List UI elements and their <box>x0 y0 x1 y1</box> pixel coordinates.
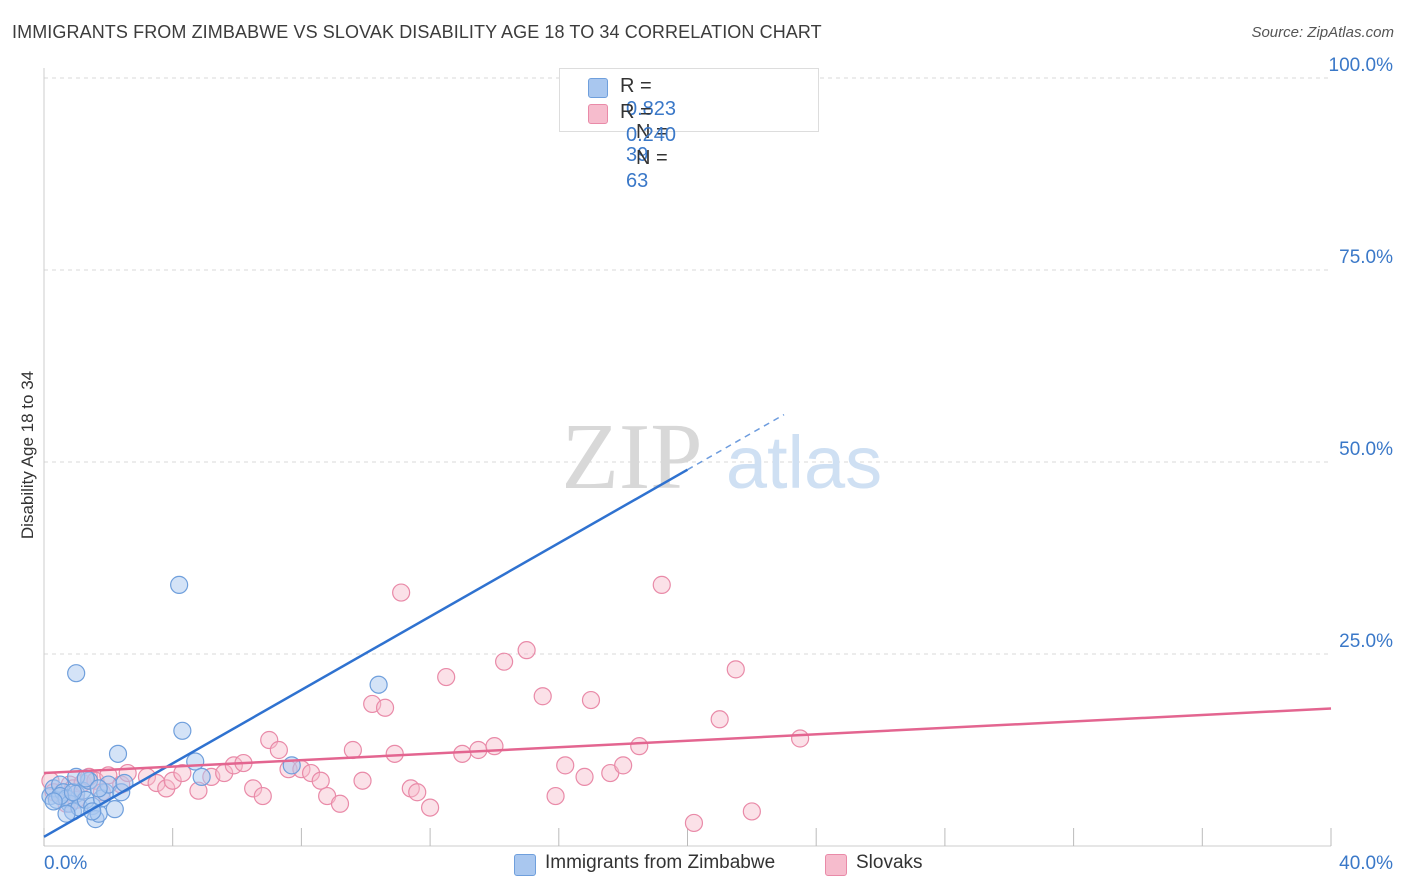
zimbabwe-point <box>44 792 63 811</box>
x-tick-labels: 0.0% 40.0% <box>44 853 1393 874</box>
zimbabwe-point <box>369 675 388 694</box>
legend-label-zimbabwe: Immigrants from Zimbabwe <box>545 852 776 873</box>
slovaks-point <box>726 660 745 679</box>
slovaks-point <box>495 652 514 671</box>
slovaks-point <box>581 690 601 710</box>
legend-n-value-zimbabwe: 39 <box>626 144 649 166</box>
slovaks-point <box>311 771 330 790</box>
slovaks-point <box>684 813 704 833</box>
legend-n-label: N = <box>636 121 668 143</box>
legend-swatch-blue <box>588 78 608 98</box>
slovaks-point <box>742 802 761 821</box>
slovaks-point <box>556 756 575 775</box>
trend-lines <box>43 413 1332 838</box>
watermark-atlas: atlas <box>726 421 882 504</box>
y-tick-label: 25.0% <box>1339 631 1393 652</box>
zimbabwe-point <box>192 767 211 786</box>
legend-n-value-slovaks: 63 <box>626 170 649 192</box>
slovaks-point <box>244 779 263 798</box>
slovaks-point <box>375 698 395 717</box>
zimbabwe-points <box>41 68 584 829</box>
zimbabwe-point <box>67 664 86 683</box>
slovaks-point <box>421 798 440 817</box>
zimbabwe-trend-extension <box>687 413 785 471</box>
slovaks-trend-line <box>43 707 1332 775</box>
zimbabwe-point <box>105 800 124 819</box>
x-tick-label-end: 40.0% <box>1339 853 1393 874</box>
correlation-legend: R = 0.823 N = 39 R = 0.240 N = 63 <box>559 68 819 192</box>
zimbabwe-point <box>173 721 192 740</box>
slovaks-point <box>517 641 536 660</box>
slovaks-point <box>652 575 671 594</box>
watermark-zip: ZIP <box>562 405 703 509</box>
zimbabwe-trend-line <box>43 468 689 838</box>
slovaks-point <box>575 767 594 786</box>
y-axis-label: Disability Age 18 to 34 <box>18 370 37 540</box>
slovaks-point <box>353 771 372 790</box>
slovaks-point <box>791 729 810 748</box>
slovaks-point <box>260 730 279 750</box>
slovaks-point <box>437 667 456 687</box>
slovaks-point <box>533 687 552 706</box>
slovaks-point <box>301 763 321 783</box>
slovaks-point <box>173 763 192 783</box>
slovaks-point <box>630 737 649 756</box>
axes <box>43 68 1332 847</box>
zimbabwe-point <box>63 783 83 802</box>
legend-r-value-zimbabwe: 0.823 <box>626 98 677 120</box>
slovaks-points <box>41 575 810 833</box>
slovaks-point <box>253 786 272 806</box>
legend-label-slovaks: Slovaks <box>856 852 923 873</box>
zimbabwe-point <box>186 752 205 771</box>
legend-swatch-pink <box>588 104 608 124</box>
slovaks-point <box>614 756 633 775</box>
slovaks-point <box>330 794 350 813</box>
slovaks-point <box>485 737 504 756</box>
legend-r-label: R = <box>620 101 652 123</box>
legend-r-label: R = <box>620 75 652 97</box>
watermark: ZIP atlas <box>562 405 883 509</box>
legend-swatch-slovaks <box>825 854 847 876</box>
legend-r-value-slovaks: 0.240 <box>626 124 677 146</box>
y-tick-label: 100.0% <box>1329 55 1394 76</box>
zimbabwe-point <box>89 779 108 798</box>
zimbabwe-point <box>57 804 76 823</box>
zimbabwe-point <box>108 744 128 763</box>
series-legend: Immigrants from Zimbabwe Slovaks <box>0 852 1406 878</box>
slovaks-point <box>385 744 404 763</box>
zimbabwe-point <box>115 773 134 793</box>
slovaks-point <box>408 783 427 802</box>
slovaks-point <box>710 710 729 729</box>
chart-title: IMMIGRANTS FROM ZIMBABWE VS SLOVAK DISAB… <box>12 22 822 42</box>
source-label: Source: ZipAtlas.com <box>1251 24 1394 41</box>
legend-n-label: N = <box>636 147 668 169</box>
legend-swatch-zimbabwe <box>514 854 536 876</box>
y-tick-labels: 25.0% 50.0% 75.0% 100.0% <box>1329 55 1394 652</box>
slovaks-point <box>392 583 411 602</box>
y-tick-label: 50.0% <box>1339 439 1393 460</box>
slovaks-point <box>343 740 362 760</box>
slovaks-point <box>269 740 288 760</box>
gridlines <box>44 77 1331 655</box>
x-tick-label-start: 0.0% <box>44 853 87 874</box>
slovaks-point <box>163 771 182 790</box>
slovaks-point <box>546 786 565 806</box>
y-tick-label: 75.0% <box>1339 247 1393 268</box>
slovaks-point <box>453 744 472 763</box>
zimbabwe-point <box>170 575 189 594</box>
